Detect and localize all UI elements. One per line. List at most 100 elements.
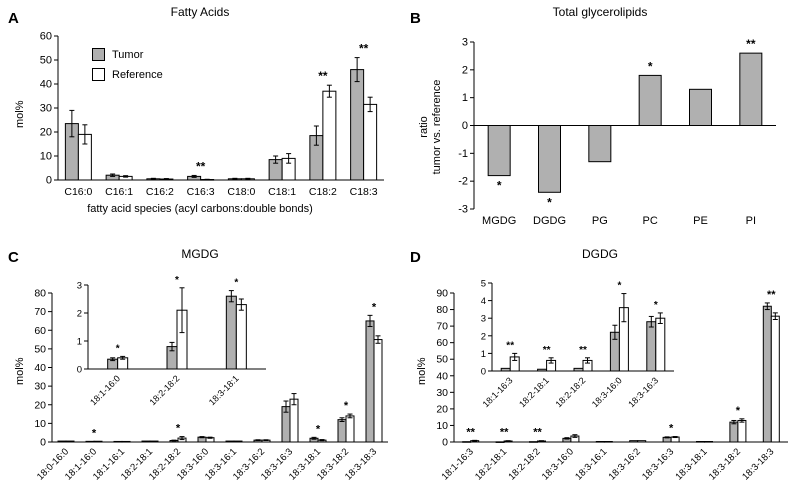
svg-text:**: **	[506, 340, 514, 351]
svg-text:18:2-18:2: 18:2-18:2	[147, 373, 181, 407]
svg-text:*: *	[547, 195, 552, 209]
svg-text:80: 80	[34, 288, 46, 300]
svg-text:0: 0	[481, 367, 486, 378]
svg-text:**: **	[767, 289, 776, 301]
svg-text:40: 40	[436, 370, 448, 382]
panel-b: -3 -2 -1 0 1 2 3 MGDG DGDG PG PC PE PI * * * ** B Total …	[400, 0, 800, 245]
svg-text:80: 80	[436, 304, 448, 316]
chart-svg-D: 010203040506070809018:1-16:318:2-18:118:…	[436, 288, 788, 483]
svg-text:1: 1	[462, 92, 468, 104]
panel-c-chart: 0 10 20 30 40 50 60 70 80 18:0-16:0 18:1-16:0 18:1-…	[0, 245, 400, 502]
svg-text:3: 3	[462, 37, 468, 49]
svg-text:1: 1	[481, 349, 486, 360]
svg-text:**: **	[579, 345, 587, 356]
svg-text:C18:2: C18:2	[309, 186, 337, 198]
svg-text:DGDG: DGDG	[533, 215, 566, 227]
svg-text:PC: PC	[643, 215, 658, 227]
legend-item-tumor: Tumor	[92, 48, 163, 61]
chart-svg-A: 0 10 20 30 40 50 60 C16:0 C16:1 C16:2 C16:3 C18:0 C1…	[40, 31, 384, 198]
svg-text:**: **	[359, 42, 369, 56]
chart-svg-C-inset: 0 1 2 3 18:1-16:0 18:2-18:2 18:3-18:1 * * *	[77, 275, 266, 407]
svg-text:20: 20	[34, 399, 46, 411]
panel-d-ylabel: mol%	[416, 357, 428, 385]
svg-text:**: **	[318, 69, 328, 83]
svg-text:18:2-18:1: 18:2-18:1	[517, 375, 551, 409]
panel-c-letter: C	[8, 249, 19, 266]
svg-text:PI: PI	[746, 215, 756, 227]
svg-text:C16:0: C16:0	[64, 186, 92, 198]
svg-text:90: 90	[436, 288, 448, 300]
svg-text:30: 30	[40, 103, 52, 115]
svg-text:18:3-18:1: 18:3-18:1	[207, 373, 241, 407]
svg-text:18:1-16:0: 18:1-16:0	[88, 373, 122, 407]
svg-text:18:3-16:3: 18:3-16:3	[640, 446, 676, 482]
svg-text:*: *	[175, 275, 179, 286]
svg-text:2: 2	[77, 309, 82, 320]
svg-text:*: *	[497, 179, 502, 193]
legend-label-reference: Reference	[112, 68, 163, 81]
svg-text:2: 2	[462, 64, 468, 76]
svg-text:70: 70	[436, 321, 448, 333]
svg-text:30: 30	[34, 381, 46, 393]
svg-text:50: 50	[34, 343, 46, 355]
panel-a-chart: 0 10 20 30 40 50 60 C16:0 C16:1 C16:2 C16:3 C18:0 C1…	[0, 0, 400, 245]
panel-a-letter: A	[8, 10, 19, 27]
svg-text:**: **	[466, 426, 475, 438]
svg-text:*: *	[654, 300, 658, 311]
panel-b-title: Total glycerolipids	[552, 5, 648, 19]
svg-text:18:1-16:3: 18:1-16:3	[440, 446, 476, 482]
svg-text:*: *	[648, 59, 653, 73]
legend-item-reference: Reference	[92, 68, 163, 81]
svg-text:18:2-18:1: 18:2-18:1	[473, 446, 509, 482]
svg-text:C18:0: C18:0	[227, 186, 255, 198]
svg-text:18:3-18:1: 18:3-18:1	[673, 446, 709, 482]
svg-text:*: *	[669, 423, 674, 435]
svg-text:18:2-18:2: 18:2-18:2	[553, 375, 587, 409]
svg-text:0: 0	[77, 365, 82, 376]
chart-svg-C: 0102030405060708018:0-16:018:1-16:018:1-…	[34, 288, 388, 483]
svg-text:*: *	[176, 423, 181, 435]
panel-c-title: MGDG	[181, 247, 219, 261]
svg-text:**: **	[746, 37, 756, 51]
svg-text:MGDG: MGDG	[482, 215, 516, 227]
svg-text:C18:1: C18:1	[268, 186, 296, 198]
svg-text:10: 10	[34, 418, 46, 430]
panel-d-letter: D	[410, 249, 421, 266]
svg-text:*: *	[316, 423, 321, 435]
panel-c-inset-chart: 0 1 2 3 18:1-16:0 18:2-18:2 18:3-18:1 * * *	[62, 271, 272, 419]
svg-text:18:1-16:3: 18:1-16:3	[481, 375, 515, 409]
svg-text:50: 50	[436, 354, 448, 366]
svg-text:3: 3	[77, 281, 82, 292]
svg-text:60: 60	[40, 31, 52, 43]
svg-text:*: *	[617, 281, 621, 292]
panel-d-inset-chart: 0 1 2 3 4 5 18:1-16:3 18:2-18:1 18:2-18:2 18:3-16…	[466, 271, 680, 423]
svg-text:*: *	[372, 301, 377, 313]
legend-label-tumor: Tumor	[112, 48, 144, 61]
panel-a: 0 10 20 30 40 50 60 C16:0 C16:1 C16:2 C16:3 C18:0 C1…	[0, 0, 400, 245]
panel-a-xlabel: fatty acid species (acyl carbons:double …	[87, 203, 313, 215]
panel-a-ylabel: mol%	[14, 100, 26, 128]
svg-text:18:3-16:1: 18:3-16:1	[573, 446, 609, 482]
svg-text:3: 3	[481, 314, 486, 325]
svg-text:*: *	[344, 400, 349, 412]
svg-text:0: 0	[40, 437, 46, 449]
svg-text:2: 2	[481, 331, 486, 342]
svg-text:**: **	[543, 345, 551, 356]
panel-c-ylabel: mol%	[14, 357, 26, 385]
panel-b-ylabel: ratio tumor vs. reference	[418, 42, 444, 212]
svg-text:*: *	[234, 278, 238, 289]
svg-text:18:3-16:2: 18:3-16:2	[607, 446, 643, 482]
svg-text:20: 20	[436, 403, 448, 415]
svg-text:0: 0	[46, 175, 52, 187]
legend: Tumor Reference	[92, 48, 163, 88]
svg-text:-2: -2	[458, 176, 468, 188]
legend-swatch-tumor	[92, 48, 105, 61]
svg-text:*: *	[116, 343, 120, 354]
svg-text:*: *	[736, 405, 741, 417]
panel-d-title: DGDG	[582, 247, 618, 261]
svg-text:40: 40	[40, 79, 52, 91]
svg-text:18:3-18:2: 18:3-18:2	[707, 446, 743, 482]
